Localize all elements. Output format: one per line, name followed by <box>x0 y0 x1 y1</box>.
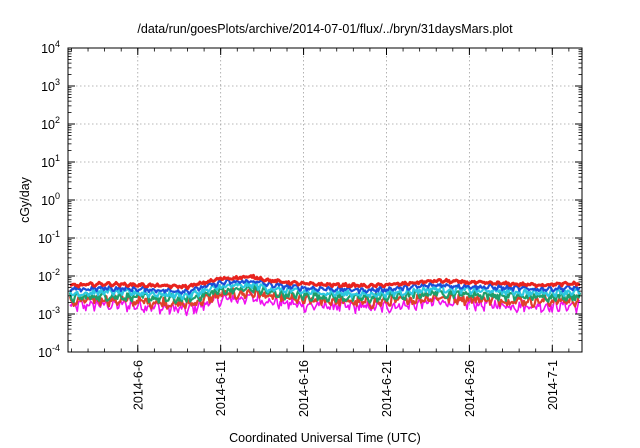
y-axis-ticks: 10-4 10-3 10-2 10-1 100 101 102 103 104 <box>38 39 582 360</box>
x-tick-label: 2014-6-16 <box>297 360 311 417</box>
y-tick-label: 103 <box>41 77 60 94</box>
chart-title: /data/run/goesPlots/archive/2014-07-01/f… <box>137 22 513 36</box>
x-tick-label: 2014-6-6 <box>131 360 145 410</box>
y-axis-label: cGy/day <box>18 176 32 223</box>
x-tick-label: 2014-6-21 <box>380 360 394 417</box>
y-tick-label: 10-4 <box>38 343 60 360</box>
y-tick-label: 10-1 <box>38 229 60 246</box>
data-series <box>68 273 582 317</box>
y-tick-label: 10-3 <box>38 305 60 322</box>
series-line <box>69 273 581 290</box>
series-line <box>69 278 581 295</box>
x-tick-label: 2014-7-1 <box>546 360 560 410</box>
y-tick-label: 104 <box>41 39 60 56</box>
y-tick-label: 10-2 <box>38 267 60 284</box>
x-axis-ticks: 2014-6-6 2014-6-11 2014-6-16 2014-6-21 2014-… <box>71 48 570 417</box>
x-tick-label: 2014-6-26 <box>463 360 477 417</box>
y-tick-label: 102 <box>41 115 60 132</box>
x-axis-label: Coordinated Universal Time (UTC) <box>229 431 421 445</box>
y-tick-label: 101 <box>41 153 60 170</box>
y-tick-label: 100 <box>41 191 60 208</box>
x-tick-label: 2014-6-11 <box>214 360 228 416</box>
